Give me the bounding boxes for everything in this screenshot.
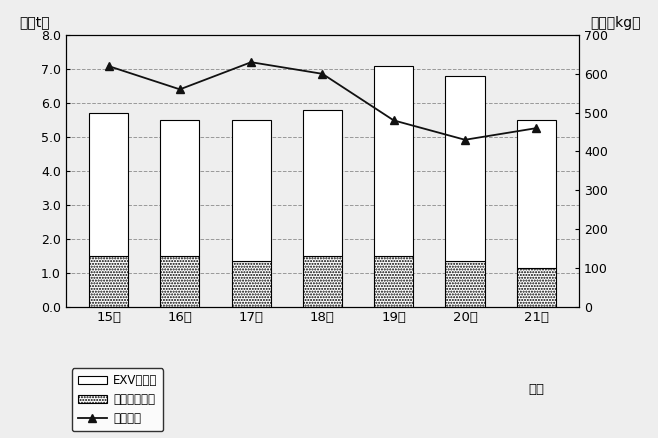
Bar (89, 113, 128, 256)
Text: （円／kg）: （円／kg） (590, 16, 641, 30)
Bar (303, 110, 342, 256)
Bar (89, 256, 128, 307)
Bar (232, 120, 270, 261)
Text: 予想: 予想 (528, 383, 544, 396)
Bar (445, 76, 484, 261)
Bar (161, 256, 199, 307)
Bar (517, 120, 556, 268)
Bar (232, 261, 270, 307)
Bar (374, 66, 413, 256)
Bar (303, 256, 342, 307)
Bar (517, 268, 556, 307)
Bar (374, 256, 413, 307)
Bar (445, 261, 484, 307)
Text: （万t）: （万t） (20, 16, 50, 30)
Bar (161, 120, 199, 256)
Legend: EXVオイル, ピュアオイル, 平均単価: EXVオイル, ピュアオイル, 平均単価 (72, 368, 163, 431)
